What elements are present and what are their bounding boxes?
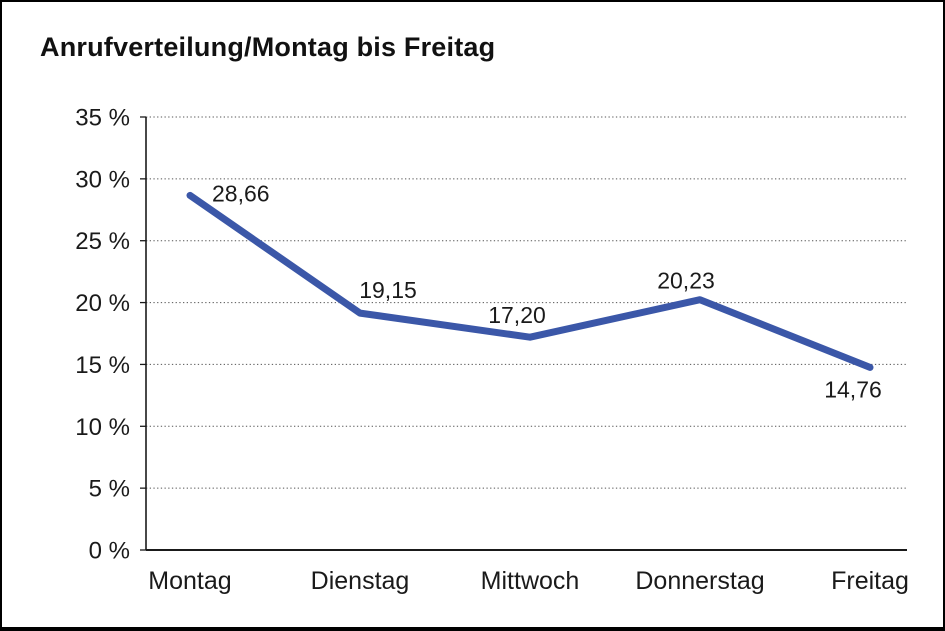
data-point-label: 28,66 [212,180,270,206]
data-point-label: 17,20 [488,302,546,328]
x-axis-label: Donnerstag [635,567,764,595]
y-axis-label: 15 % [75,352,130,379]
y-axis-label: 25 % [75,228,130,255]
data-point-label: 19,15 [359,277,417,303]
y-axis-label: 5 % [89,476,130,503]
x-axis-label: Dienstag [311,567,410,595]
data-point-label: 14,76 [824,376,882,402]
data-point-label: 20,23 [657,268,715,294]
y-axis-label: 10 % [75,414,130,441]
y-axis-label: 35 % [75,105,130,132]
x-axis-label: Freitag [831,567,909,595]
y-axis-label: 0 % [89,538,130,565]
series-line [186,191,874,371]
chart-title: Anrufverteilung/Montag bis Freitag [40,32,496,62]
x-axis-label: Montag [148,567,231,595]
x-axis-label: Mittwoch [481,567,580,595]
y-axis-label: 30 % [75,166,130,193]
y-axis-label: 20 % [75,290,130,317]
